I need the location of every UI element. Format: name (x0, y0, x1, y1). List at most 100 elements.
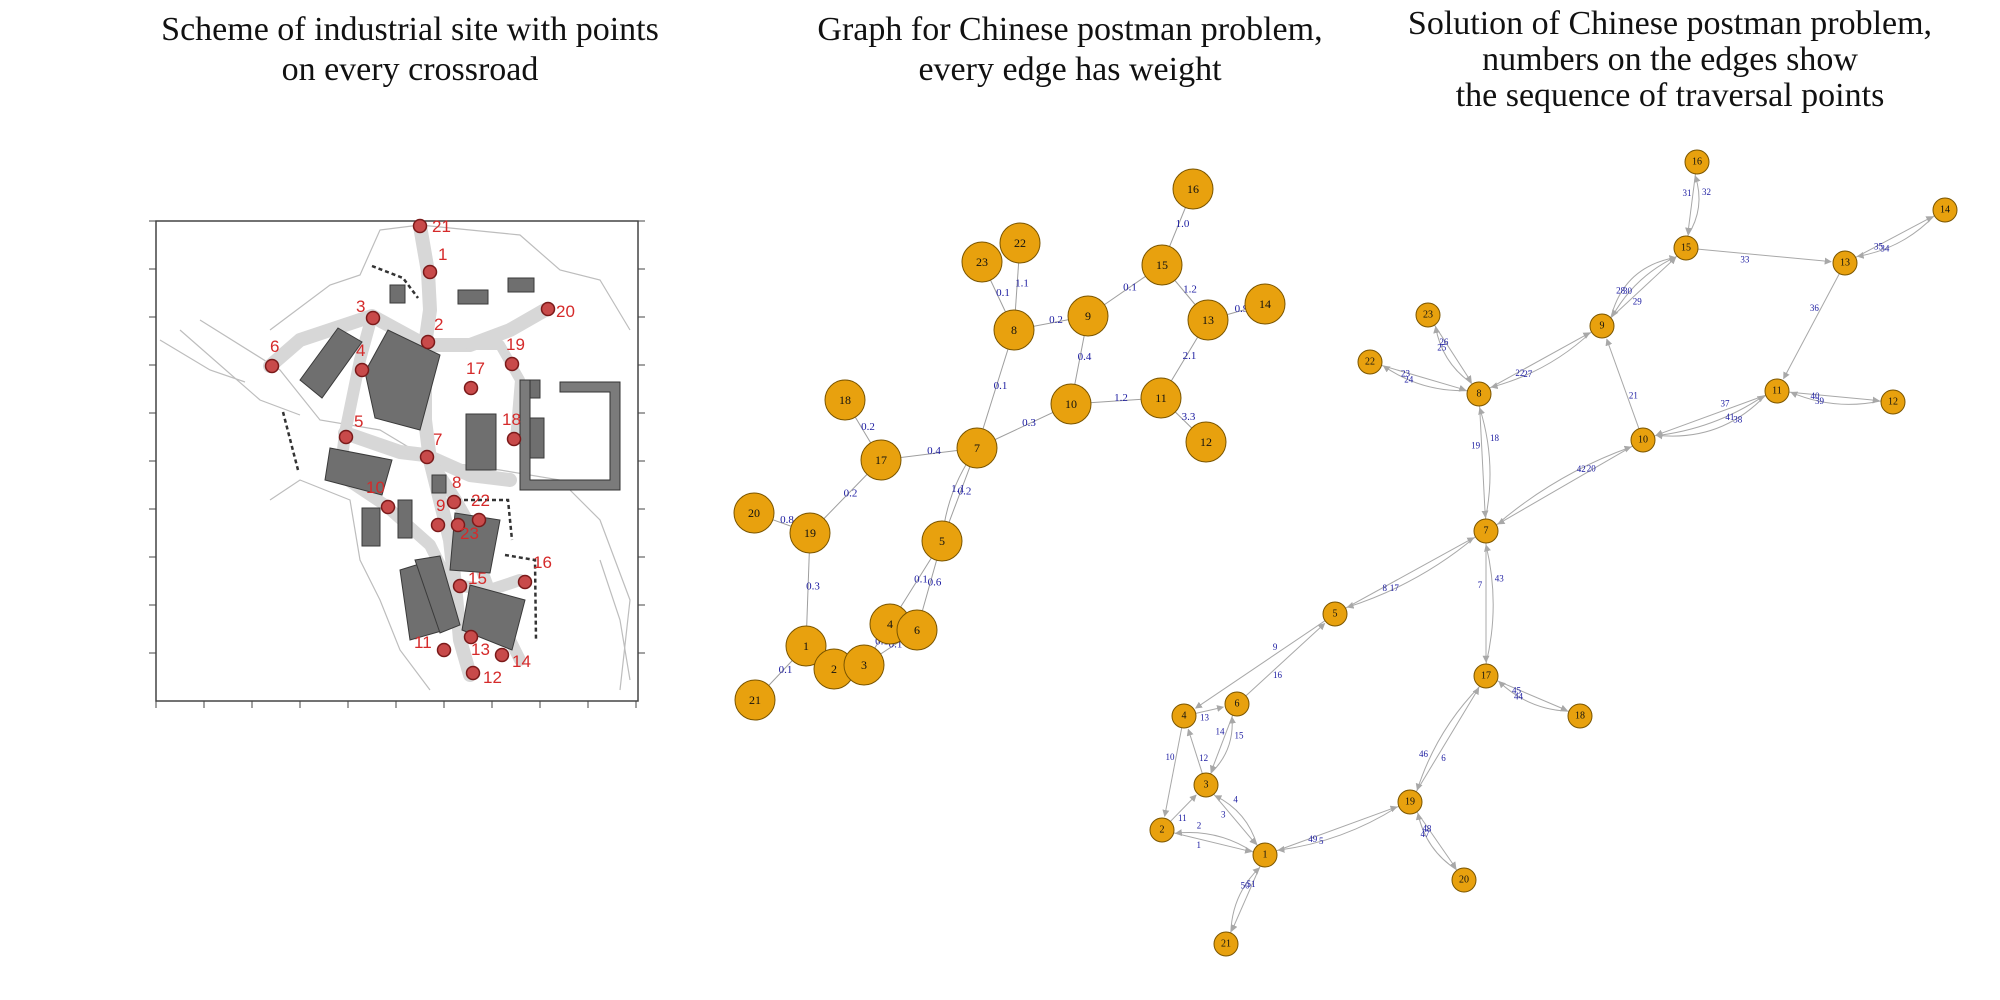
sequence-label: 23 (1401, 369, 1411, 379)
map-point-19: 19 (504, 335, 525, 372)
solution-node-10: 10 (1630, 427, 1656, 453)
map-point-label: 19 (506, 335, 525, 354)
map-point-16: 16 (517, 553, 552, 590)
node-label: 16 (1187, 182, 1199, 196)
solution-edge-8-7 (1479, 405, 1489, 518)
solution-edge-2-1 (1173, 832, 1253, 854)
node-label: 23 (1423, 310, 1433, 321)
solution-edge-14-13 (1856, 215, 1935, 259)
weighted-node-7: 7 (956, 427, 998, 469)
node-label: 8 (1011, 323, 1017, 337)
solution-node-21: 21 (1213, 931, 1239, 957)
node-label: 19 (804, 526, 816, 540)
solution-node-7: 7 (1473, 518, 1499, 544)
solution-edge-8-9 (1489, 332, 1591, 389)
sequence-label: 39 (1815, 396, 1825, 406)
solution-node-18: 18 (1567, 703, 1593, 729)
map-point-14: 14 (494, 647, 531, 671)
solution-edge-20-19 (1415, 812, 1458, 871)
map-point-label: 1 (438, 245, 447, 264)
sequence-label: 13 (1200, 713, 1210, 723)
solution-edge-7-5 (1346, 536, 1476, 609)
solution-node-14: 14 (1932, 197, 1958, 223)
sequence-label: 48 (1422, 823, 1432, 833)
solution-edge-3-6 (1209, 716, 1236, 775)
weighted-graph: 1.00.1 1.20.92.13.31.21.10.10.20.40.10.30… (733, 168, 1286, 721)
weighted-node-5: 5 (921, 520, 963, 562)
node-label: 22 (1014, 236, 1026, 250)
node-label: 12 (1888, 397, 1898, 408)
weighted-node-9: 9 (1067, 295, 1109, 337)
sequence-label: 27 (1523, 369, 1533, 379)
node-label: 8 (1477, 389, 1482, 400)
sequence-label: 36 (1810, 303, 1820, 313)
panel1-title: Scheme of industrial site with points on… (60, 10, 760, 90)
solution-edge-8-23 (1433, 326, 1473, 385)
node-label: 23 (976, 255, 988, 269)
solution-edge-1-21 (1230, 865, 1261, 932)
node-label: 3 (1204, 780, 1209, 791)
sequence-label: 6 (1441, 753, 1446, 763)
sequence-label: 12 (1199, 753, 1208, 763)
solution-edge-4-6 (1195, 705, 1225, 714)
solution-edge-1-19 (1276, 805, 1398, 852)
sequence-label: 3 (1221, 810, 1226, 820)
sequence-label: 50 (1241, 880, 1251, 890)
solution-edge-17-19 (1415, 685, 1481, 791)
edge-weight-label: 0.1 (779, 664, 793, 676)
map-point-label: 13 (471, 640, 490, 659)
sequence-label: 18 (1490, 433, 1500, 443)
solution-edge-1-2 (1174, 829, 1254, 853)
edge-weight-label: 1.2 (1114, 392, 1128, 404)
edge-weight-label: 0.8 (780, 514, 794, 526)
map-point-label: 4 (356, 341, 365, 360)
sequence-label: 24 (1404, 375, 1414, 385)
map-point-label: 8 (452, 473, 461, 492)
edge-weight-label: 1.1 (951, 483, 965, 495)
node-label: 15 (1156, 258, 1168, 272)
map-frame-ticks (149, 220, 645, 708)
node-label: 3 (861, 658, 867, 672)
solution-node-19: 19 (1397, 789, 1423, 815)
edge-weight-label: 1.0 (1176, 218, 1190, 230)
map-point-3: 3 (356, 297, 381, 326)
solution-edge-9-15 (1610, 257, 1677, 319)
panel3-title-line1: Solution of Chinese postman problem, (1407, 5, 1933, 42)
solution-graph: 31 32333435363738394041422928302722212019… (1149, 149, 1958, 957)
solution-edge-22-8 (1381, 364, 1467, 392)
sequence-label: 35 (1874, 242, 1884, 252)
sequence-label: 7 (1478, 580, 1483, 590)
sequence-label: 25 (1437, 342, 1447, 352)
node-label: 2 (1160, 825, 1165, 836)
solution-edge-15-13 (1697, 248, 1832, 265)
sequence-label: 49 (1308, 834, 1318, 844)
map-point-label: 21 (432, 217, 451, 236)
sequence-label: 33 (1740, 255, 1750, 265)
node-label: 17 (1481, 671, 1491, 682)
edge-weight-label: 0.1 (996, 287, 1010, 299)
solution-node-8: 8 (1466, 381, 1492, 407)
weighted-node-3: 3 (843, 644, 885, 686)
map-point-6: 6 (264, 337, 279, 374)
edge-weight-label: 0.4 (1078, 351, 1092, 363)
solution-graph-edges (1162, 173, 1935, 934)
solution-node-22: 22 (1357, 349, 1383, 375)
solution-graph-sequence-labels: 31 32333435363738394041422928302722212019… (1165, 187, 1889, 890)
panel2-title-line2: every edge has weight (918, 51, 1222, 88)
map-point-22: 22 (471, 491, 490, 528)
map-point-7: 7 (419, 430, 442, 465)
map-point-label: 18 (502, 410, 521, 429)
sequence-label: 21 (1629, 391, 1638, 401)
edge-weight-label: 0.1 (994, 380, 1008, 392)
solution-node-3: 3 (1193, 772, 1219, 798)
node-label: 11 (1772, 386, 1782, 397)
weighted-node-23: 23 (961, 241, 1003, 283)
panel3-title-line2: numbers on the edges show (1482, 41, 1858, 78)
sequence-label: 32 (1702, 187, 1711, 197)
map-point-12: 12 (465, 665, 502, 687)
weighted-node-13: 13 (1187, 299, 1229, 341)
map-point-label: 3 (356, 297, 365, 316)
map-point-21: 21 (412, 217, 451, 236)
panel3-title-line3: the sequence of traversal points (1455, 77, 1885, 114)
solution-node-20: 20 (1451, 867, 1477, 893)
